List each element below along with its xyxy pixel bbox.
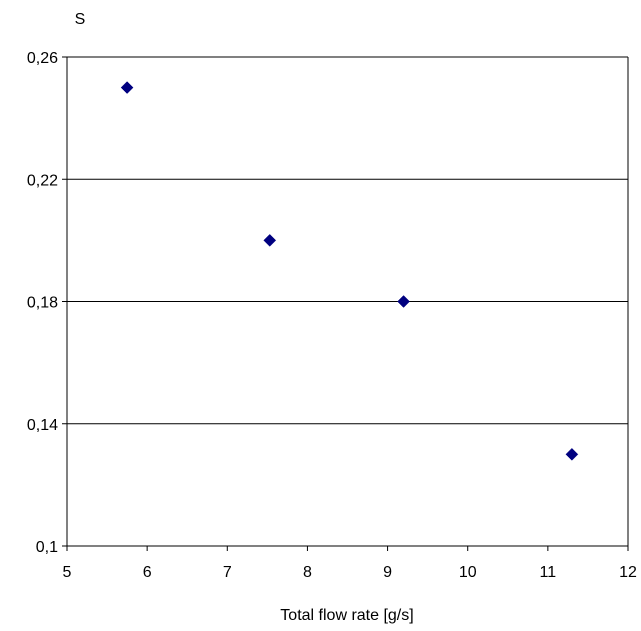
x-tick-label: 9 <box>383 564 392 581</box>
x-tick-label: 6 <box>143 564 152 581</box>
x-tick-label: 5 <box>63 564 72 581</box>
data-point <box>120 81 134 94</box>
y-tick-label: 0,1 <box>36 539 58 556</box>
x-axis-title: Total flow rate [g/s] <box>280 607 413 624</box>
plot-area: 5 6 7 8 9 10 11 12 0,1 0,14 0,18 0,22 0,26 <box>27 50 637 581</box>
x-tick-label: 8 <box>303 564 312 581</box>
data-point <box>565 447 579 461</box>
x-tick-label: 11 <box>540 564 557 581</box>
data-point <box>263 234 277 247</box>
x-tick-label: 10 <box>459 564 477 581</box>
x-tick-label: 12 <box>619 564 637 581</box>
y-tick-label: 0,26 <box>27 50 58 67</box>
data-points <box>120 81 579 461</box>
y-axis-title: S <box>75 11 86 28</box>
y-axis-ticks: 0,1 0,14 0,18 0,22 0,26 <box>27 50 67 556</box>
y-tick-label: 0,18 <box>27 295 58 312</box>
data-point <box>397 295 410 308</box>
x-tick-label: 7 <box>223 564 232 581</box>
x-axis-ticks: 5 6 7 8 9 10 11 12 <box>63 546 637 581</box>
grid-lines <box>67 56 629 546</box>
y-tick-label: 0,22 <box>27 172 58 189</box>
y-tick-label: 0,14 <box>27 417 58 434</box>
